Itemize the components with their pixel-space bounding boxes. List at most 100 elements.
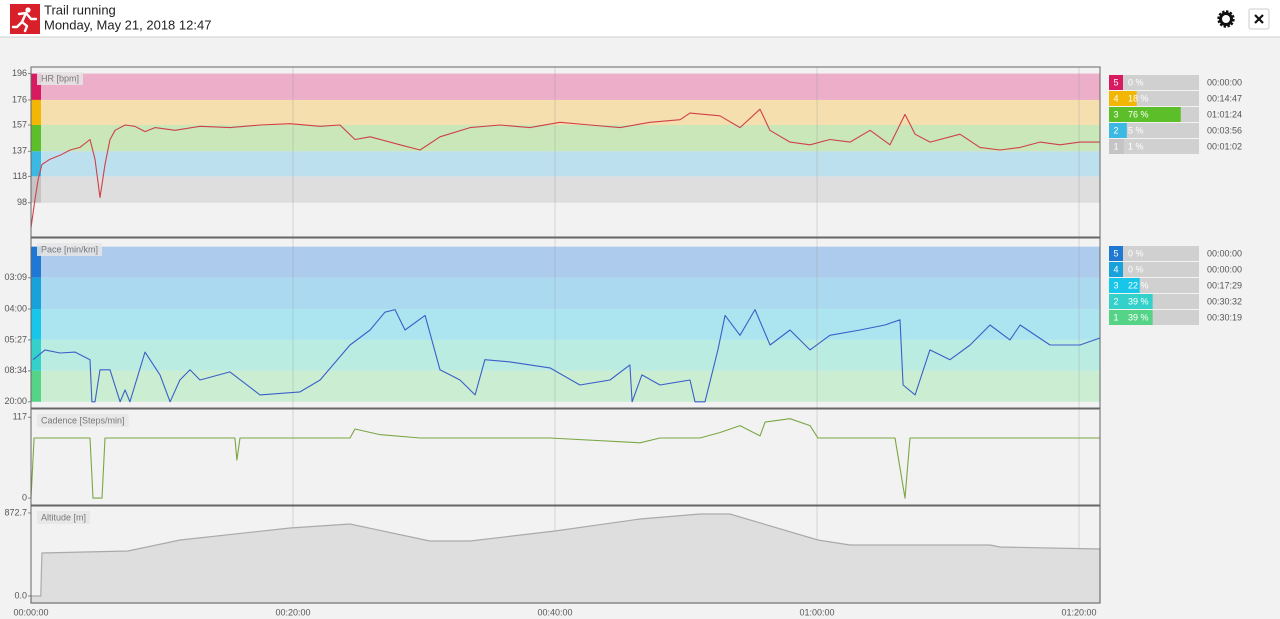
zone-strip <box>31 309 41 340</box>
y-tick-label: 872.7 <box>4 507 27 517</box>
zone-number: 3 <box>1113 109 1118 119</box>
plot-background <box>31 409 1100 505</box>
y-tick-label: 137 <box>12 146 27 156</box>
zone-number: 2 <box>1113 125 1118 135</box>
axis-title-box <box>37 414 129 427</box>
zone-strip <box>31 124 41 152</box>
data-line <box>32 309 1101 403</box>
zone-bar-track <box>1123 91 1199 106</box>
zone-strip <box>31 339 41 371</box>
x-tick-label: 00:40:00 <box>537 607 572 617</box>
zone-number-cell <box>1109 123 1123 138</box>
y-tick-label: 03:09 <box>4 272 27 282</box>
axis-title: Altitude [m] <box>41 512 86 522</box>
zone-number-cell <box>1109 107 1123 122</box>
zone-time: 00:14:47 <box>1207 93 1242 103</box>
zone-time: 00:00:00 <box>1207 248 1242 258</box>
zone-number-cell <box>1109 139 1123 154</box>
zone-band <box>41 309 1100 340</box>
zone-band <box>41 151 1100 177</box>
y-tick-label: 157 <box>12 119 27 129</box>
zone-bar <box>1123 107 1181 122</box>
zone-band <box>41 277 1100 310</box>
activity-icon <box>10 4 40 34</box>
zone-band <box>41 176 1100 203</box>
zone-bar-track <box>1123 123 1199 138</box>
zone-percent: 39 % <box>1128 296 1149 306</box>
zone-bar <box>1123 139 1124 154</box>
zone-bar <box>1123 294 1153 309</box>
zone-band <box>41 73 1100 100</box>
zone-band <box>41 339 1100 371</box>
y-tick-label: 196 <box>12 68 27 78</box>
axis-title-box <box>37 243 103 256</box>
axis-title: HR [bpm] <box>41 73 79 83</box>
zone-bar <box>1123 123 1127 138</box>
data-line <box>30 108 1100 228</box>
zone-strip <box>31 246 41 278</box>
data-line <box>30 418 1100 499</box>
zone-percent: 5 % <box>1128 125 1144 135</box>
zone-time: 00:00:00 <box>1207 264 1242 274</box>
y-tick-label: 176 <box>12 94 27 104</box>
data-area <box>30 513 1101 604</box>
y-tick-label: 98 <box>17 197 27 207</box>
zone-number-cell <box>1109 278 1123 293</box>
zone-bar-track <box>1123 246 1199 261</box>
zone-time: 00:01:02 <box>1207 141 1242 151</box>
y-tick-label: 117 <box>13 412 27 422</box>
zone-bar <box>1123 278 1140 293</box>
x-tick-label: 01:20:00 <box>1062 607 1097 617</box>
zone-bar <box>1123 310 1153 325</box>
y-tick-label: 0 <box>22 492 27 502</box>
header-bar <box>0 0 1280 37</box>
zone-bar-track <box>1123 139 1199 154</box>
zone-number: 3 <box>1113 280 1118 290</box>
plot-border <box>30 408 1101 506</box>
zone-time: 01:01:24 <box>1207 109 1242 119</box>
zone-time: 00:00:00 <box>1207 77 1242 87</box>
zone-percent: 0 % <box>1128 264 1144 274</box>
x-tick-label: 00:00:00 <box>13 607 48 617</box>
zone-strip <box>31 370 41 402</box>
x-tick-label: 01:00:00 <box>800 607 835 617</box>
zone-band <box>41 246 1100 278</box>
zone-percent: 1 % <box>1128 141 1144 151</box>
plot-border <box>30 505 1101 604</box>
zone-time: 00:03:56 <box>1207 125 1242 135</box>
close-button[interactable] <box>1248 8 1270 30</box>
zone-number: 4 <box>1113 264 1118 274</box>
y-tick-label: 20:00 <box>4 396 27 406</box>
x-tick-label: 00:20:00 <box>275 607 310 617</box>
zone-strip <box>31 151 41 177</box>
zone-number: 5 <box>1113 77 1118 87</box>
zone-band <box>41 99 1100 125</box>
plot-border <box>30 66 1101 238</box>
y-tick-label: 118 <box>13 171 27 181</box>
zone-percent: 0 % <box>1128 248 1144 258</box>
axis-title-box <box>37 511 91 524</box>
zone-number-cell <box>1109 294 1123 309</box>
zone-band <box>41 124 1100 152</box>
zone-band <box>41 370 1100 402</box>
zone-strip <box>31 99 41 125</box>
activity-date: Monday, May 21, 2018 12:47 <box>44 17 211 32</box>
zone-bar-track <box>1123 262 1199 277</box>
zone-number: 1 <box>1113 141 1118 151</box>
settings-button[interactable] <box>1217 10 1235 28</box>
y-tick-label: 08:34 <box>4 365 27 375</box>
zone-percent: 0 % <box>1128 77 1144 87</box>
zone-time: 00:30:19 <box>1207 312 1242 322</box>
plot-border <box>30 237 1101 409</box>
axis-title: Pace [min/km] <box>41 244 98 254</box>
zone-strip <box>31 277 41 310</box>
zone-number-cell <box>1109 246 1123 261</box>
zone-number: 4 <box>1113 93 1118 103</box>
zone-time: 00:17:29 <box>1207 280 1242 290</box>
axis-title: Cadence [Steps/min] <box>41 415 125 425</box>
zone-percent: 76 % <box>1128 109 1149 119</box>
zone-number: 5 <box>1113 248 1118 258</box>
zone-number-cell <box>1109 310 1123 325</box>
zone-number-cell <box>1109 91 1123 106</box>
